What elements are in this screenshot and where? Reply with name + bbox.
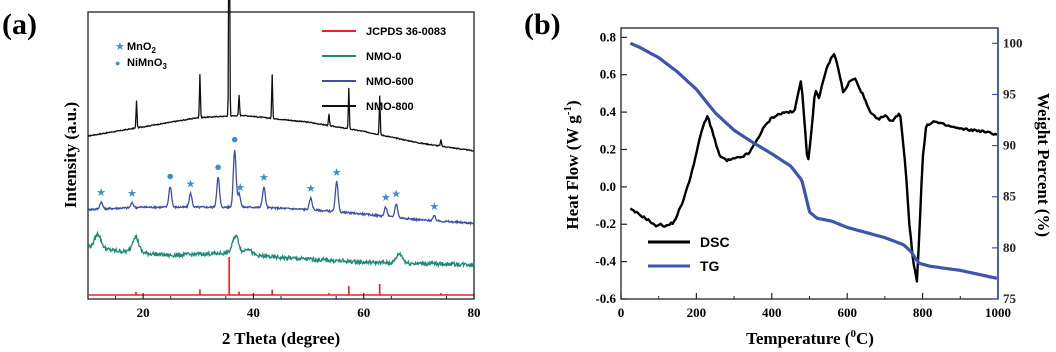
reference-lines <box>88 257 474 296</box>
peak-markers: ★ ★★ ★★★★★ ★★ <box>96 136 439 213</box>
series-tg <box>629 41 998 280</box>
panel-a: (a) ★ ★★ ★★★★★ ★★ 20 40 60 80 2 Theta (degree)… <box>2 0 481 348</box>
x-tick-label: 800 <box>913 305 933 320</box>
panel-b: (b) 0 200 400 600 800 1000-0.6-0.4-0.20.00.20… <box>524 8 1053 348</box>
series-dsc <box>629 52 998 283</box>
panel-b-plot-frame <box>620 27 999 300</box>
panel-b-legend: DSC TG <box>648 234 730 274</box>
panel-b-right-axis-label: Weight Percent (%) <box>1034 93 1053 237</box>
panel-a-label: (a) <box>2 8 37 41</box>
x-tick-label: 400 <box>762 305 782 320</box>
mno2-peak-marker: ★ <box>186 178 196 190</box>
left-y-tick-label: -0.2 <box>595 216 616 231</box>
panel-a-x-axis: 20 40 60 80 <box>115 293 481 320</box>
mno2-peak-marker: ★ <box>235 182 245 194</box>
x-tick-label: 20 <box>137 305 150 320</box>
x-tick-label: 200 <box>687 305 707 320</box>
x-tick-label: 1000 <box>985 305 1011 320</box>
x-tick-label: 0 <box>618 305 625 320</box>
mno2-peak-marker: ★ <box>429 201 439 213</box>
mno2-peak-marker: ★ <box>381 192 391 204</box>
legend-label-dsc: DSC <box>700 234 730 250</box>
marker-legend: ★ MnO2 ● NiMnO3 <box>115 41 167 71</box>
marker-legend-mno2: MnO2 <box>127 41 156 55</box>
legend-label-jcpds: JCPDS 36-0083 <box>366 26 446 38</box>
panel-b-label: (b) <box>524 8 561 41</box>
legend-label-tg: TG <box>700 258 720 274</box>
marker-legend-nimno3: NiMnO3 <box>127 57 167 71</box>
series-nmo-800 <box>87 0 475 152</box>
mno2-peak-marker: ★ <box>259 172 269 184</box>
x-tick-label: 600 <box>837 305 857 320</box>
xrd-series <box>87 0 475 269</box>
mno2-peak-marker: ★ <box>96 187 106 199</box>
legend-label-nmo-0: NMO-0 <box>366 51 401 63</box>
series-nmo-600 <box>87 149 475 226</box>
nimno3-dot-icon: ● <box>115 58 120 68</box>
panel-b-left-axis-label: Heat Flow (W g-1) <box>562 100 582 229</box>
panel-a-legend: JCPDS 36-0083 NMO-0 NMO-600 NMO-800 <box>322 26 446 113</box>
right-y-tick-label: 100 <box>1003 35 1023 50</box>
right-y-tick-label: 80 <box>1003 240 1016 255</box>
nimno3-peak-marker <box>231 136 238 143</box>
left-y-tick-label: -0.6 <box>595 291 616 306</box>
panel-b-x-axis-label: Temperature (0C) <box>746 328 874 348</box>
thermal-series <box>629 41 998 283</box>
left-y-tick-label: 0.2 <box>600 141 616 156</box>
left-y-tick-label: 0.8 <box>600 29 617 44</box>
panel-a-x-axis-label: 2 Theta (degree) <box>222 329 340 348</box>
x-tick-label: 80 <box>468 305 481 320</box>
right-y-tick-label: 95 <box>1003 86 1017 101</box>
mno2-peak-marker: ★ <box>306 183 316 195</box>
mno2-star-icon: ★ <box>115 41 125 53</box>
left-y-tick-label: 0.6 <box>600 67 617 82</box>
legend-label-nmo-800: NMO-800 <box>366 101 414 113</box>
panel-b-axes: 0 200 400 600 800 1000 -0.6 -0.4 -0.2 0.0 0.2 0.4 0.… <box>595 28 1023 320</box>
series-nmo-0 <box>87 230 475 269</box>
x-tick-label: 60 <box>357 305 370 320</box>
legend-label-nmo-600: NMO-600 <box>366 76 414 88</box>
nimno3-peak-marker <box>215 164 221 171</box>
left-y-tick-label: 0.4 <box>600 104 617 119</box>
mno2-peak-marker: ★ <box>127 188 137 200</box>
left-y-tick-label: -0.4 <box>595 254 616 269</box>
right-y-tick-label: 75 <box>1003 291 1017 306</box>
x-tick-label: 40 <box>247 305 260 320</box>
mno2-peak-marker: ★ <box>391 189 401 201</box>
nimno3-peak-marker <box>167 173 173 180</box>
mno2-peak-marker: ★ <box>332 167 342 179</box>
right-y-tick-label: 85 <box>1003 189 1017 204</box>
panel-a-plot-frame <box>87 11 475 300</box>
left-y-tick-label: 0.0 <box>600 179 616 194</box>
panel-a-y-axis-label: Intensity (a.u.) <box>61 102 80 208</box>
right-y-tick-label: 90 <box>1003 138 1016 153</box>
